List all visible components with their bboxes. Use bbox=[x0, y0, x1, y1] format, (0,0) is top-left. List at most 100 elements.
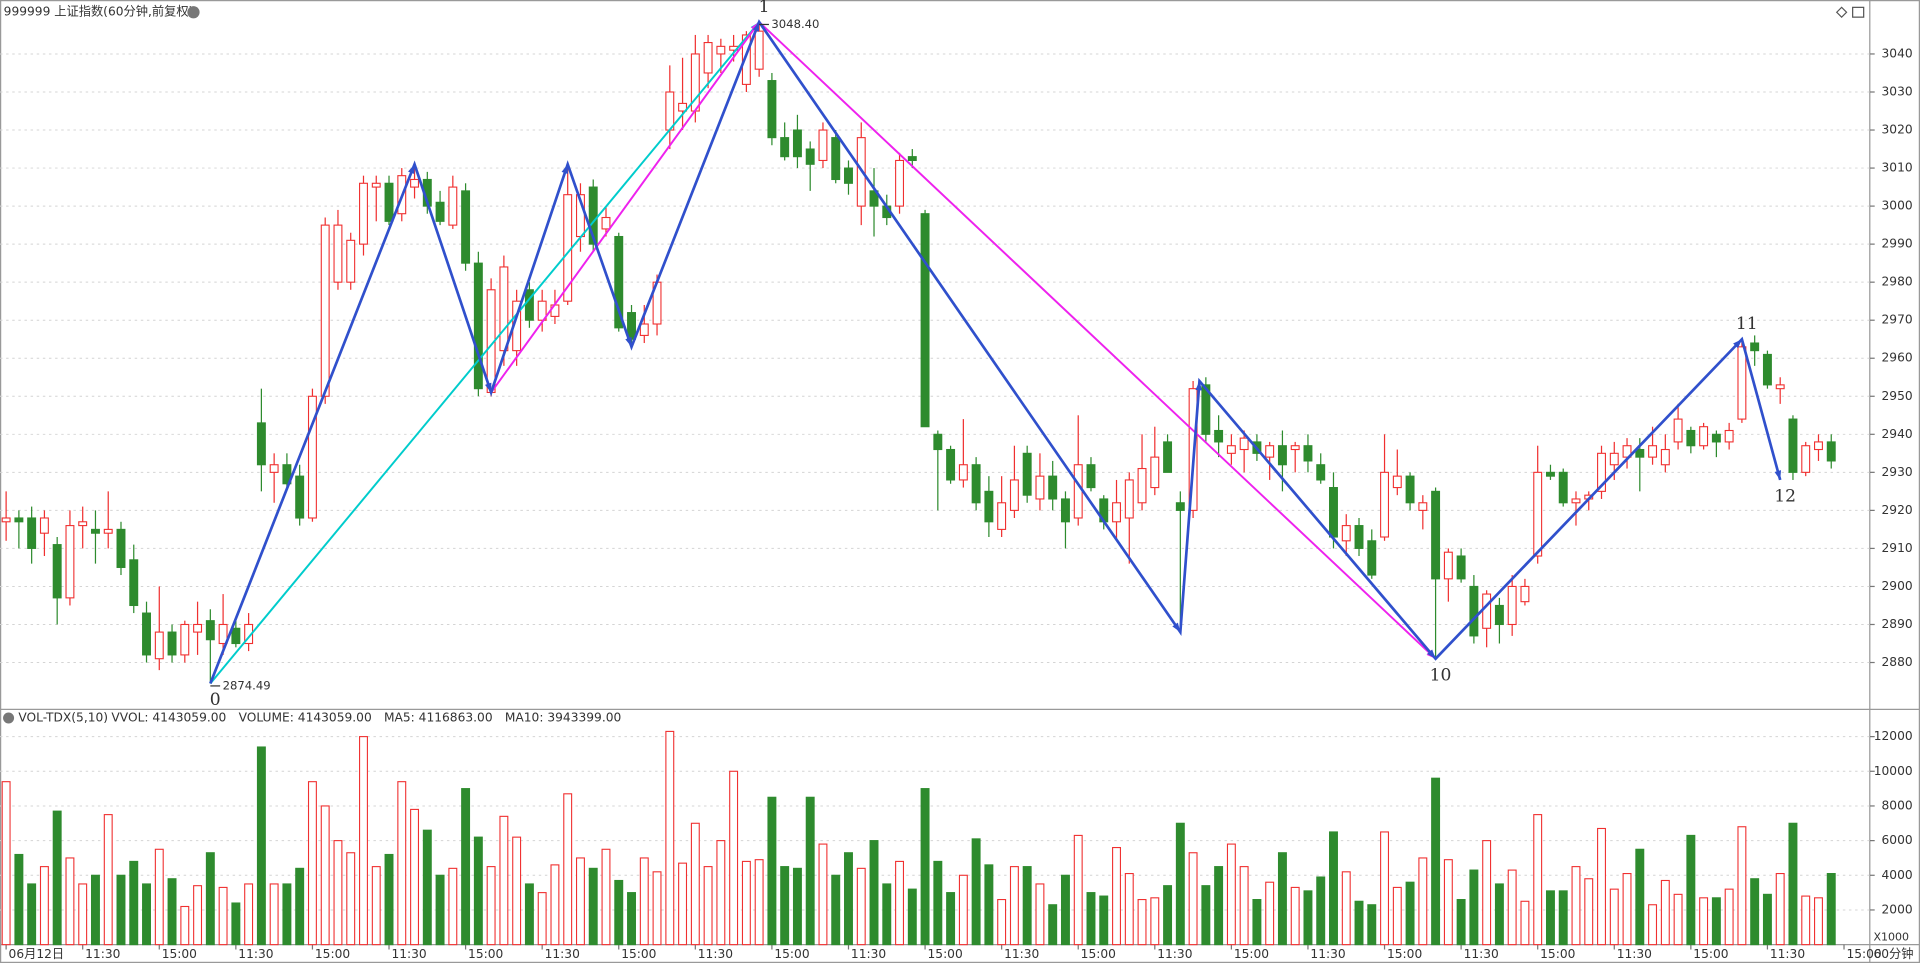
volume-bar bbox=[1277, 852, 1287, 946]
volume-bar bbox=[1265, 881, 1275, 946]
volume-bar bbox=[703, 866, 713, 946]
volume-bar bbox=[1571, 866, 1581, 946]
volume-bar bbox=[1214, 866, 1224, 946]
volume-bar bbox=[231, 902, 241, 946]
volume-bar bbox=[346, 852, 356, 946]
candle-body bbox=[1545, 471, 1555, 477]
volume-bar bbox=[1341, 871, 1351, 946]
x-tick-label: 11:30 bbox=[1464, 947, 1499, 961]
candle-body bbox=[129, 559, 139, 607]
volume-bar bbox=[512, 836, 522, 946]
volume-bar bbox=[167, 878, 177, 946]
title-menu-icon[interactable] bbox=[187, 6, 200, 19]
candle-body bbox=[1073, 464, 1083, 519]
volume-bar bbox=[244, 883, 254, 946]
candle-body bbox=[1711, 433, 1721, 443]
volume-bar bbox=[486, 866, 496, 946]
volume-bar bbox=[780, 866, 790, 946]
candle-body bbox=[116, 528, 126, 568]
x-tick-label: 15:00 bbox=[621, 947, 656, 961]
volume-header-item: VVOL: 4143059.00 bbox=[111, 710, 226, 724]
candle-body bbox=[1341, 525, 1351, 542]
volume-bar bbox=[1239, 866, 1249, 946]
wave-arrow bbox=[752, 22, 760, 32]
candle-body bbox=[1520, 585, 1530, 603]
candle-body bbox=[333, 224, 343, 283]
volume-bar bbox=[193, 885, 203, 946]
extreme-label: 2874.49 bbox=[223, 678, 271, 692]
period-label: 60分钟 bbox=[1873, 946, 1913, 961]
candle-body bbox=[256, 422, 266, 466]
candle-body bbox=[1239, 437, 1249, 451]
volume-header-item: MA10: 3943399.00 bbox=[505, 710, 621, 724]
volume-bar bbox=[1660, 879, 1670, 946]
candle-body bbox=[1201, 384, 1211, 435]
y-tick-label: 2890 bbox=[1882, 617, 1913, 631]
volume-bar bbox=[1035, 883, 1045, 946]
volume-bar bbox=[1737, 826, 1747, 946]
volume-bar bbox=[1201, 885, 1211, 946]
x-tick-label: 11:30 bbox=[851, 947, 886, 961]
volume-bar bbox=[1469, 869, 1479, 946]
volume-bar bbox=[627, 892, 636, 946]
volume-bar bbox=[1112, 846, 1121, 946]
y-tick-label: 10000 bbox=[1874, 764, 1913, 778]
candle-body bbox=[282, 464, 292, 485]
candle-body bbox=[1801, 445, 1811, 473]
volume-menu-icon[interactable] bbox=[3, 712, 15, 724]
volume-bar bbox=[984, 864, 994, 946]
volume-bar bbox=[997, 899, 1007, 946]
volume-header-item: MA5: 4116863.00 bbox=[384, 710, 493, 724]
volume-bar bbox=[307, 781, 317, 946]
volume-bar bbox=[1022, 866, 1032, 946]
candle-body bbox=[371, 182, 381, 188]
candle-body bbox=[1456, 555, 1466, 580]
candle-body bbox=[269, 464, 279, 473]
volume-bar bbox=[1367, 904, 1377, 946]
volume-bar bbox=[1788, 822, 1798, 946]
volume-bar bbox=[205, 852, 215, 946]
candle-body bbox=[1022, 452, 1032, 496]
wave-arrow bbox=[1774, 470, 1782, 480]
candle-body bbox=[588, 186, 598, 245]
candle-body bbox=[167, 631, 177, 656]
volume-bar bbox=[652, 871, 662, 946]
y-tick-label: 3030 bbox=[1882, 84, 1913, 98]
volume-bar bbox=[1762, 893, 1772, 946]
volume-unit: X1000 bbox=[1873, 930, 1909, 943]
panel-icon[interactable] bbox=[1852, 6, 1865, 18]
volume-bar bbox=[295, 867, 305, 946]
volume-bar bbox=[1482, 840, 1492, 946]
candle-body bbox=[473, 262, 483, 390]
volume-bar bbox=[1175, 822, 1185, 946]
volume-bar bbox=[14, 853, 24, 946]
diamond-icon[interactable] bbox=[1835, 6, 1848, 19]
volume-bar bbox=[1507, 869, 1517, 946]
y-tick-label: 12000 bbox=[1874, 729, 1913, 743]
volume-bar bbox=[1750, 878, 1760, 946]
y-tick-label: 2960 bbox=[1882, 351, 1913, 365]
volume-bar bbox=[1163, 885, 1173, 946]
x-tick-label: 15:00 bbox=[162, 947, 197, 961]
candle-body bbox=[946, 448, 956, 481]
candle-body bbox=[920, 213, 930, 428]
wave-label: 0 bbox=[210, 690, 221, 710]
candle-body bbox=[767, 80, 777, 139]
candle-body bbox=[1635, 448, 1645, 458]
candle-body bbox=[78, 521, 88, 527]
wave-arrow bbox=[408, 164, 415, 175]
candle-body bbox=[1724, 429, 1734, 443]
volume-bar bbox=[741, 860, 751, 946]
volume-bar bbox=[805, 796, 815, 946]
volume-bar bbox=[154, 848, 164, 946]
volume-bar bbox=[371, 866, 381, 946]
volume-bar bbox=[1494, 883, 1504, 946]
volume-bar bbox=[1673, 893, 1683, 946]
volume-bar bbox=[397, 781, 407, 946]
candle-body bbox=[1686, 429, 1696, 447]
volume-bar bbox=[1622, 873, 1632, 946]
volume-bar bbox=[767, 796, 777, 946]
candle-body bbox=[1290, 445, 1300, 451]
candle-body bbox=[1214, 429, 1224, 443]
